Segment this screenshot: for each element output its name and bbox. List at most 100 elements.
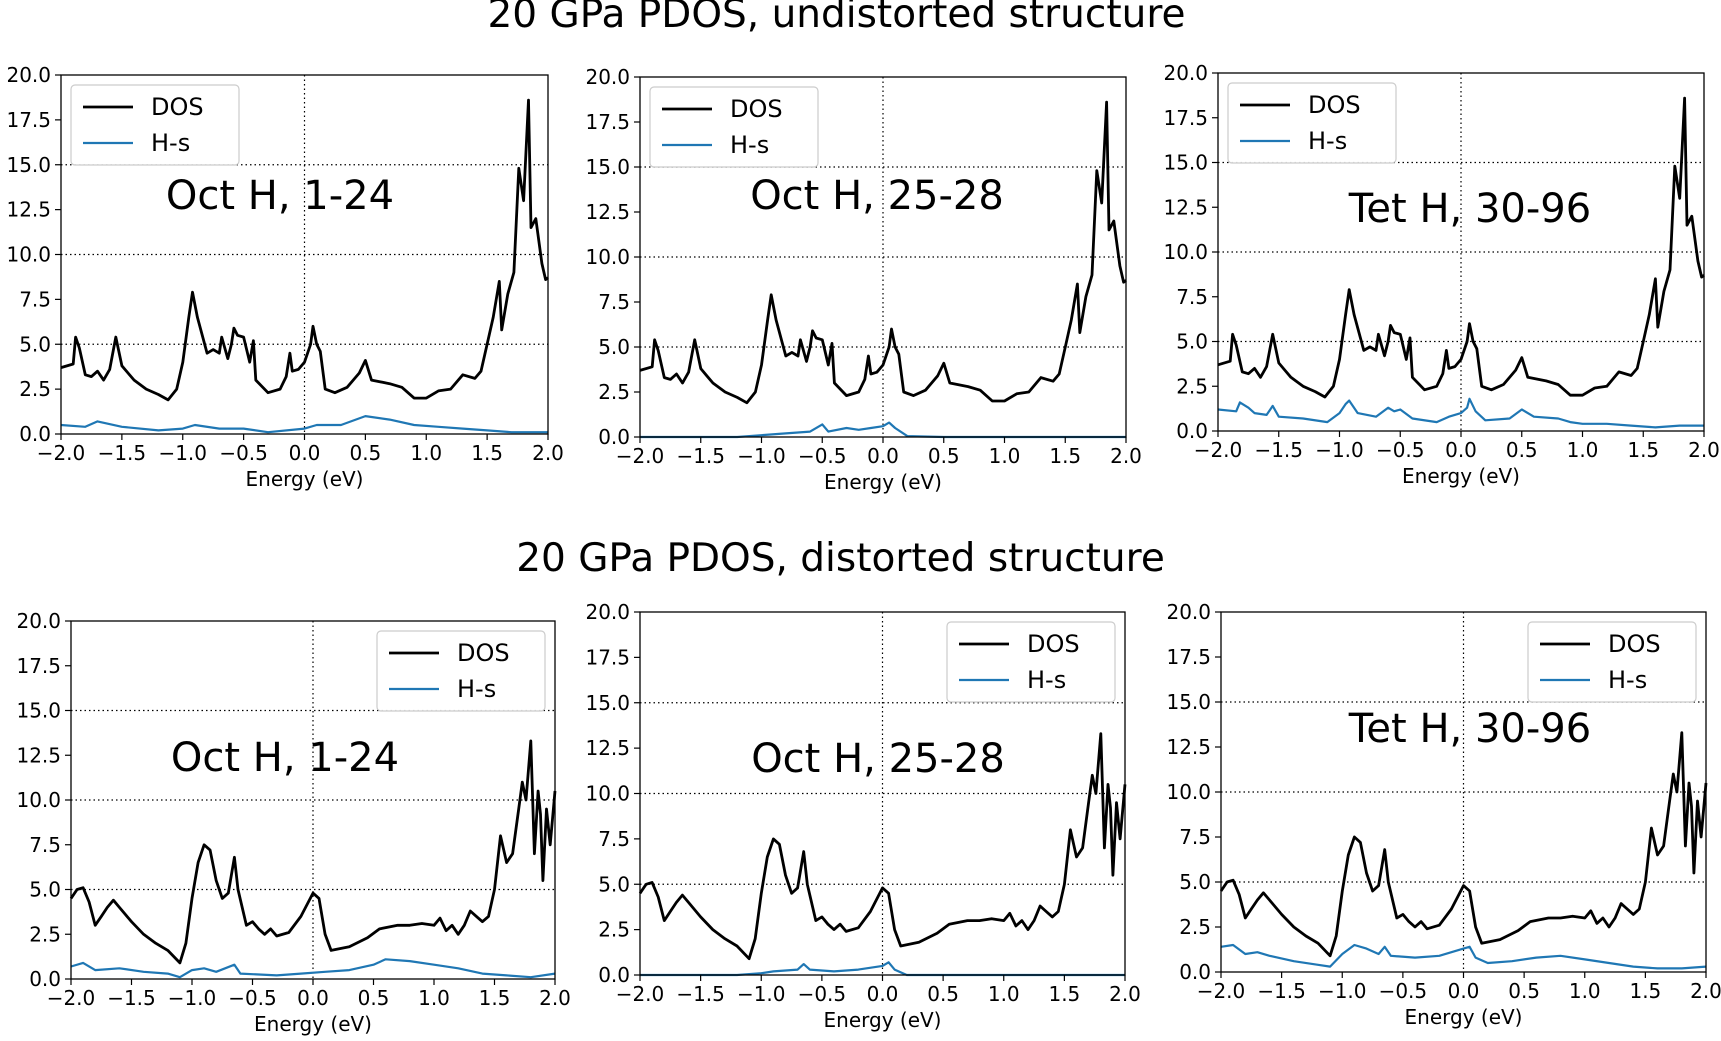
- legend: DOS H-s: [946, 621, 1116, 703]
- y-tick-label: 17.5: [6, 108, 51, 132]
- legend-label-hs: H-s: [730, 131, 769, 159]
- legend-box: [1227, 82, 1397, 164]
- x-tick-label: 1.0: [410, 441, 442, 465]
- legend-box: [70, 84, 240, 166]
- x-tick-label: −2.0: [1197, 979, 1246, 1003]
- series-line-hs: [640, 421, 1126, 439]
- x-tick-label: 0.0: [1448, 979, 1480, 1003]
- legend-label-hs: H-s: [151, 129, 190, 157]
- y-tick-label: 7.5: [598, 827, 630, 851]
- y-tick-label: 2.5: [1176, 374, 1208, 398]
- x-tick-label: 0.5: [349, 441, 381, 465]
- series-line-dos: [60, 98, 549, 402]
- chart-panel-distorted-oct-25-28: 0.0 2.5 5.0 7.5 10.0 12.5 15.0 17.5 20.0 −2.0 −1.5…: [585, 600, 1140, 1032]
- x-tick-label: 0.5: [928, 444, 960, 468]
- x-tick-label: −2.0: [616, 982, 665, 1006]
- chart-panel-undistorted-tet-30-96: 0.0 2.5 5.0 7.5 10.0 12.5 15.0 17.5 20.0 −2.0 −1.5…: [1163, 61, 1719, 488]
- y-tick-label: 15.0: [16, 699, 61, 723]
- x-axis-label: Energy (eV): [254, 1012, 372, 1036]
- panel-annotation: Tet H, 30-96: [1348, 186, 1591, 232]
- x-tick-label: 1.5: [471, 441, 503, 465]
- legend-box: [1527, 621, 1697, 703]
- series-line-hs: [70, 958, 556, 979]
- x-tick-label: −0.5: [1376, 438, 1425, 462]
- y-tick-label: 20.0: [1166, 600, 1211, 624]
- y-tick-label: 10.0: [1166, 780, 1211, 804]
- series-line-dos: [639, 100, 1127, 405]
- x-tick-label: −2.0: [47, 986, 96, 1010]
- y-tick-label: 0.0: [19, 422, 51, 446]
- y-tick-label: 0.0: [1176, 419, 1208, 443]
- x-tick-label: 2.0: [1690, 979, 1721, 1003]
- x-tick-label: 0.5: [927, 982, 959, 1006]
- y-tick-label: 20.0: [16, 609, 61, 633]
- series-line-dos: [69, 739, 557, 965]
- x-tick-label: 1.5: [1049, 444, 1081, 468]
- series-line-hs: [60, 415, 548, 434]
- x-tick-label: −0.5: [798, 982, 847, 1006]
- y-tick-label: 0.0: [598, 425, 630, 449]
- x-tick-label: −1.5: [1257, 979, 1306, 1003]
- y-tick-label: 0.0: [1179, 960, 1211, 984]
- x-tick-label: −1.0: [737, 444, 786, 468]
- y-tick-label: 12.5: [585, 736, 630, 760]
- legend-label-dos: DOS: [1608, 630, 1661, 658]
- series-line-dos: [638, 732, 1127, 961]
- panel-annotation: Oct H, 1-24: [166, 173, 394, 219]
- row-title-distorted: 20 GPa PDOS, distorted structure: [516, 536, 1165, 581]
- y-tick-label: 7.5: [1176, 285, 1208, 309]
- x-tick-label: −1.5: [107, 986, 156, 1010]
- chart-panel-undistorted-oct-25-28: 0.0 2.5 5.0 7.5 10.0 12.5 15.0 17.5 20.0 −2.0 −1.5…: [585, 65, 1141, 494]
- legend-box: [946, 621, 1116, 703]
- legend: DOS H-s: [649, 86, 819, 168]
- y-tick-label: 10.0: [585, 245, 630, 269]
- legend-label-dos: DOS: [457, 639, 510, 667]
- y-tick-label: 15.0: [585, 691, 630, 715]
- x-tick-label: 1.5: [1627, 438, 1659, 462]
- series-line-hs: [1220, 943, 1707, 970]
- y-tick-label: 10.0: [6, 243, 51, 267]
- y-tick-label: 12.5: [585, 200, 630, 224]
- x-tick-label: −1.5: [98, 441, 147, 465]
- legend: DOS H-s: [1227, 82, 1397, 164]
- x-tick-label: −1.5: [676, 982, 725, 1006]
- y-tick-label: 2.5: [29, 922, 61, 946]
- x-tick-label: −2.0: [37, 441, 86, 465]
- x-tick-label: 0.5: [358, 986, 390, 1010]
- x-tick-label: 0.5: [1506, 438, 1538, 462]
- y-tick-label: 17.5: [1166, 645, 1211, 669]
- x-tick-label: −1.5: [676, 444, 725, 468]
- y-tick-label: 10.0: [16, 788, 61, 812]
- x-axis-label: Energy (eV): [1402, 464, 1520, 488]
- x-tick-label: 0.0: [297, 986, 329, 1010]
- x-tick-label: 1.0: [988, 982, 1020, 1006]
- x-tick-label: −1.0: [1318, 979, 1367, 1003]
- legend-label-dos: DOS: [730, 95, 783, 123]
- y-tick-label: 12.5: [1166, 735, 1211, 759]
- x-tick-label: −1.5: [1254, 438, 1303, 462]
- x-tick-label: −1.0: [168, 986, 217, 1010]
- y-tick-label: 17.5: [1163, 106, 1208, 130]
- y-tick-label: 2.5: [598, 380, 630, 404]
- y-tick-label: 15.0: [1163, 151, 1208, 175]
- y-tick-label: 0.0: [598, 963, 630, 987]
- legend-label-dos: DOS: [1027, 630, 1080, 658]
- x-tick-label: −1.0: [1315, 438, 1364, 462]
- y-tick-label: 12.5: [16, 743, 61, 767]
- legend-label-dos: DOS: [1308, 91, 1361, 119]
- y-tick-label: 17.5: [16, 654, 61, 678]
- y-tick-label: 5.0: [598, 335, 630, 359]
- y-tick-label: 0.0: [29, 967, 61, 991]
- x-axis-label: Energy (eV): [824, 470, 942, 494]
- x-tick-label: 1.0: [418, 986, 450, 1010]
- y-tick-label: 20.0: [1163, 61, 1208, 85]
- x-tick-label: 1.5: [1629, 979, 1661, 1003]
- legend-label-hs: H-s: [1608, 666, 1647, 694]
- y-tick-label: 5.0: [1176, 330, 1208, 354]
- y-tick-label: 5.0: [29, 878, 61, 902]
- y-tick-label: 5.0: [1179, 870, 1211, 894]
- y-tick-label: 2.5: [1179, 915, 1211, 939]
- x-tick-label: −2.0: [1194, 438, 1243, 462]
- legend-label-hs: H-s: [457, 675, 496, 703]
- x-tick-label: 1.5: [479, 986, 511, 1010]
